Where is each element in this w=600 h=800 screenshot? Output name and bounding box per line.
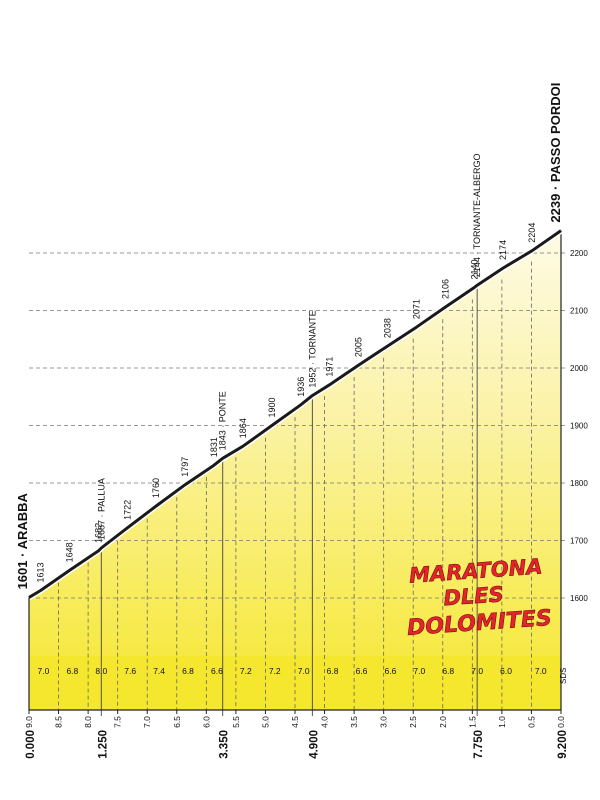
altitude-tick-label: 2000 [570, 364, 588, 373]
gradient-percent-label: 7.0 [413, 666, 425, 676]
km-tick-label: 8.0 [83, 716, 93, 728]
altitude-point-label: 1613 [36, 562, 46, 582]
altitude-tick-label: 1900 [570, 422, 588, 431]
km-tick-label: 5.0 [260, 716, 270, 728]
km-tick-label: 5.5 [231, 716, 241, 728]
altitude-point-label: 2140 [469, 259, 479, 279]
altitude-point-label: 1797 [180, 457, 190, 477]
km-tick-label: 8.5 [54, 716, 64, 728]
km-tick-label: 2.0 [438, 716, 448, 728]
altitude-point-label: 1722 [122, 500, 132, 520]
altitude-point-label: 1843 · PONTE [218, 391, 228, 450]
altitude-point-label: 1831 [209, 437, 219, 457]
profile-line [28, 229, 562, 599]
altitude-point-label: 1682 [93, 523, 103, 543]
km-tick-label: 4.0 [320, 716, 330, 728]
altitude-point-label: 1952 · TORNANTE [307, 310, 317, 387]
altitude-point-label: 2174 [498, 240, 508, 260]
km-tick-label: 1.0 [497, 716, 507, 728]
profile-area-fill [29, 230, 561, 710]
logo-line-2: DLES [443, 582, 505, 610]
km-tick-label: 4.5 [290, 716, 300, 728]
distance-marker-label: 3.350 [219, 730, 231, 759]
grid-layer [28, 230, 568, 716]
endpoint-label: 2239 · PASSO PORDOI [548, 83, 563, 223]
altitude-point-label: 1971 [325, 357, 335, 377]
altitude-point-label: 2106 [440, 279, 450, 299]
altitude-point-label: 1864 [238, 418, 248, 438]
altitude-tick-label: 2200 [570, 249, 588, 258]
altitude-point-label: 2038 [383, 318, 393, 338]
km-tick-label: 7.0 [142, 716, 152, 728]
altitude-tick-label: 1800 [570, 479, 588, 488]
gradient-percent-label: 6.0 [500, 666, 512, 676]
altitude-point-label: 1687 · PALLUA [96, 478, 106, 540]
altitude-point-label: 1760 [151, 478, 161, 498]
gradient-percent-label: 7.0 [298, 666, 310, 676]
gradient-percent-label: 7.0 [38, 666, 50, 676]
endpoint-label: 1601 · ARABBA [15, 492, 30, 589]
gradient-percent-label: 6.8 [327, 666, 339, 676]
altitude-point-label: 2144 · TORNANTE-ALBERGO [472, 153, 482, 277]
altitude-point-label: 2204 [527, 223, 537, 243]
gradient-percent-label: 7.0 [471, 666, 483, 676]
km-tick-label: 6.0 [201, 716, 211, 728]
distance-marker-label: 9.200 [557, 730, 569, 759]
gradient-percent-label: 7.2 [269, 666, 281, 676]
credit-text: SDS [559, 668, 568, 684]
gradient-percent-label: 6.8 [66, 666, 78, 676]
km-tick-label: 9.0 [24, 716, 34, 728]
km-tick-label: 3.5 [349, 716, 359, 728]
maratona-dles-dolomites-logo: MARATONA DLES DOLOMITES [406, 554, 553, 641]
km-tick-label: 6.5 [172, 716, 182, 728]
gradient-percent-label: 7.2 [240, 666, 252, 676]
gradient-percent-label: 7.4 [153, 666, 165, 676]
altitude-tick-label: 1600 [570, 594, 588, 603]
gradient-percent-label: 6.8 [182, 666, 194, 676]
gradient-percent-label: 7.0 [535, 666, 547, 676]
gradient-percent-label: 8.0 [95, 666, 107, 676]
gradient-percent-label: 6.6 [384, 666, 396, 676]
km-tick-label: 7.5 [113, 716, 123, 728]
altitude-point-label: 2071 [411, 299, 421, 319]
altitude-point-label: 2005 [354, 337, 364, 357]
gradient-percent-label: 6.6 [356, 666, 368, 676]
km-tick-label: 2.5 [408, 716, 418, 728]
altitude-tick-label: 2100 [570, 307, 588, 316]
km-tick-label: 0.0 [556, 716, 566, 728]
altitude-point-label: 1900 [267, 397, 277, 417]
distance-marker-label: 0.000 [25, 730, 37, 759]
gradient-percent-label: 6.8 [442, 666, 454, 676]
km-tick-label: 1.5 [467, 716, 477, 728]
profile-area-layer [29, 230, 561, 710]
distance-marker-label: 7.750 [473, 730, 485, 759]
profile-line-layer [27, 228, 563, 600]
distance-marker-label: 4.900 [308, 730, 320, 759]
altitude-tick-label: 1700 [570, 537, 588, 546]
gradient-percent-label: 6.6 [211, 666, 223, 676]
km-tick-label: 3.0 [379, 716, 389, 728]
altitude-point-label: 1936 [296, 377, 306, 397]
label-layer: 1600 1700 1800 1900 2000 2100 2200 9.0 8.5 8.0 7.5… [15, 83, 588, 759]
altitude-point-label: 1648 [64, 542, 74, 562]
distance-marker-label: 1.250 [97, 730, 109, 759]
gradient-percent-label: 7.6 [124, 666, 136, 676]
km-tick-label: 0.5 [526, 716, 536, 728]
